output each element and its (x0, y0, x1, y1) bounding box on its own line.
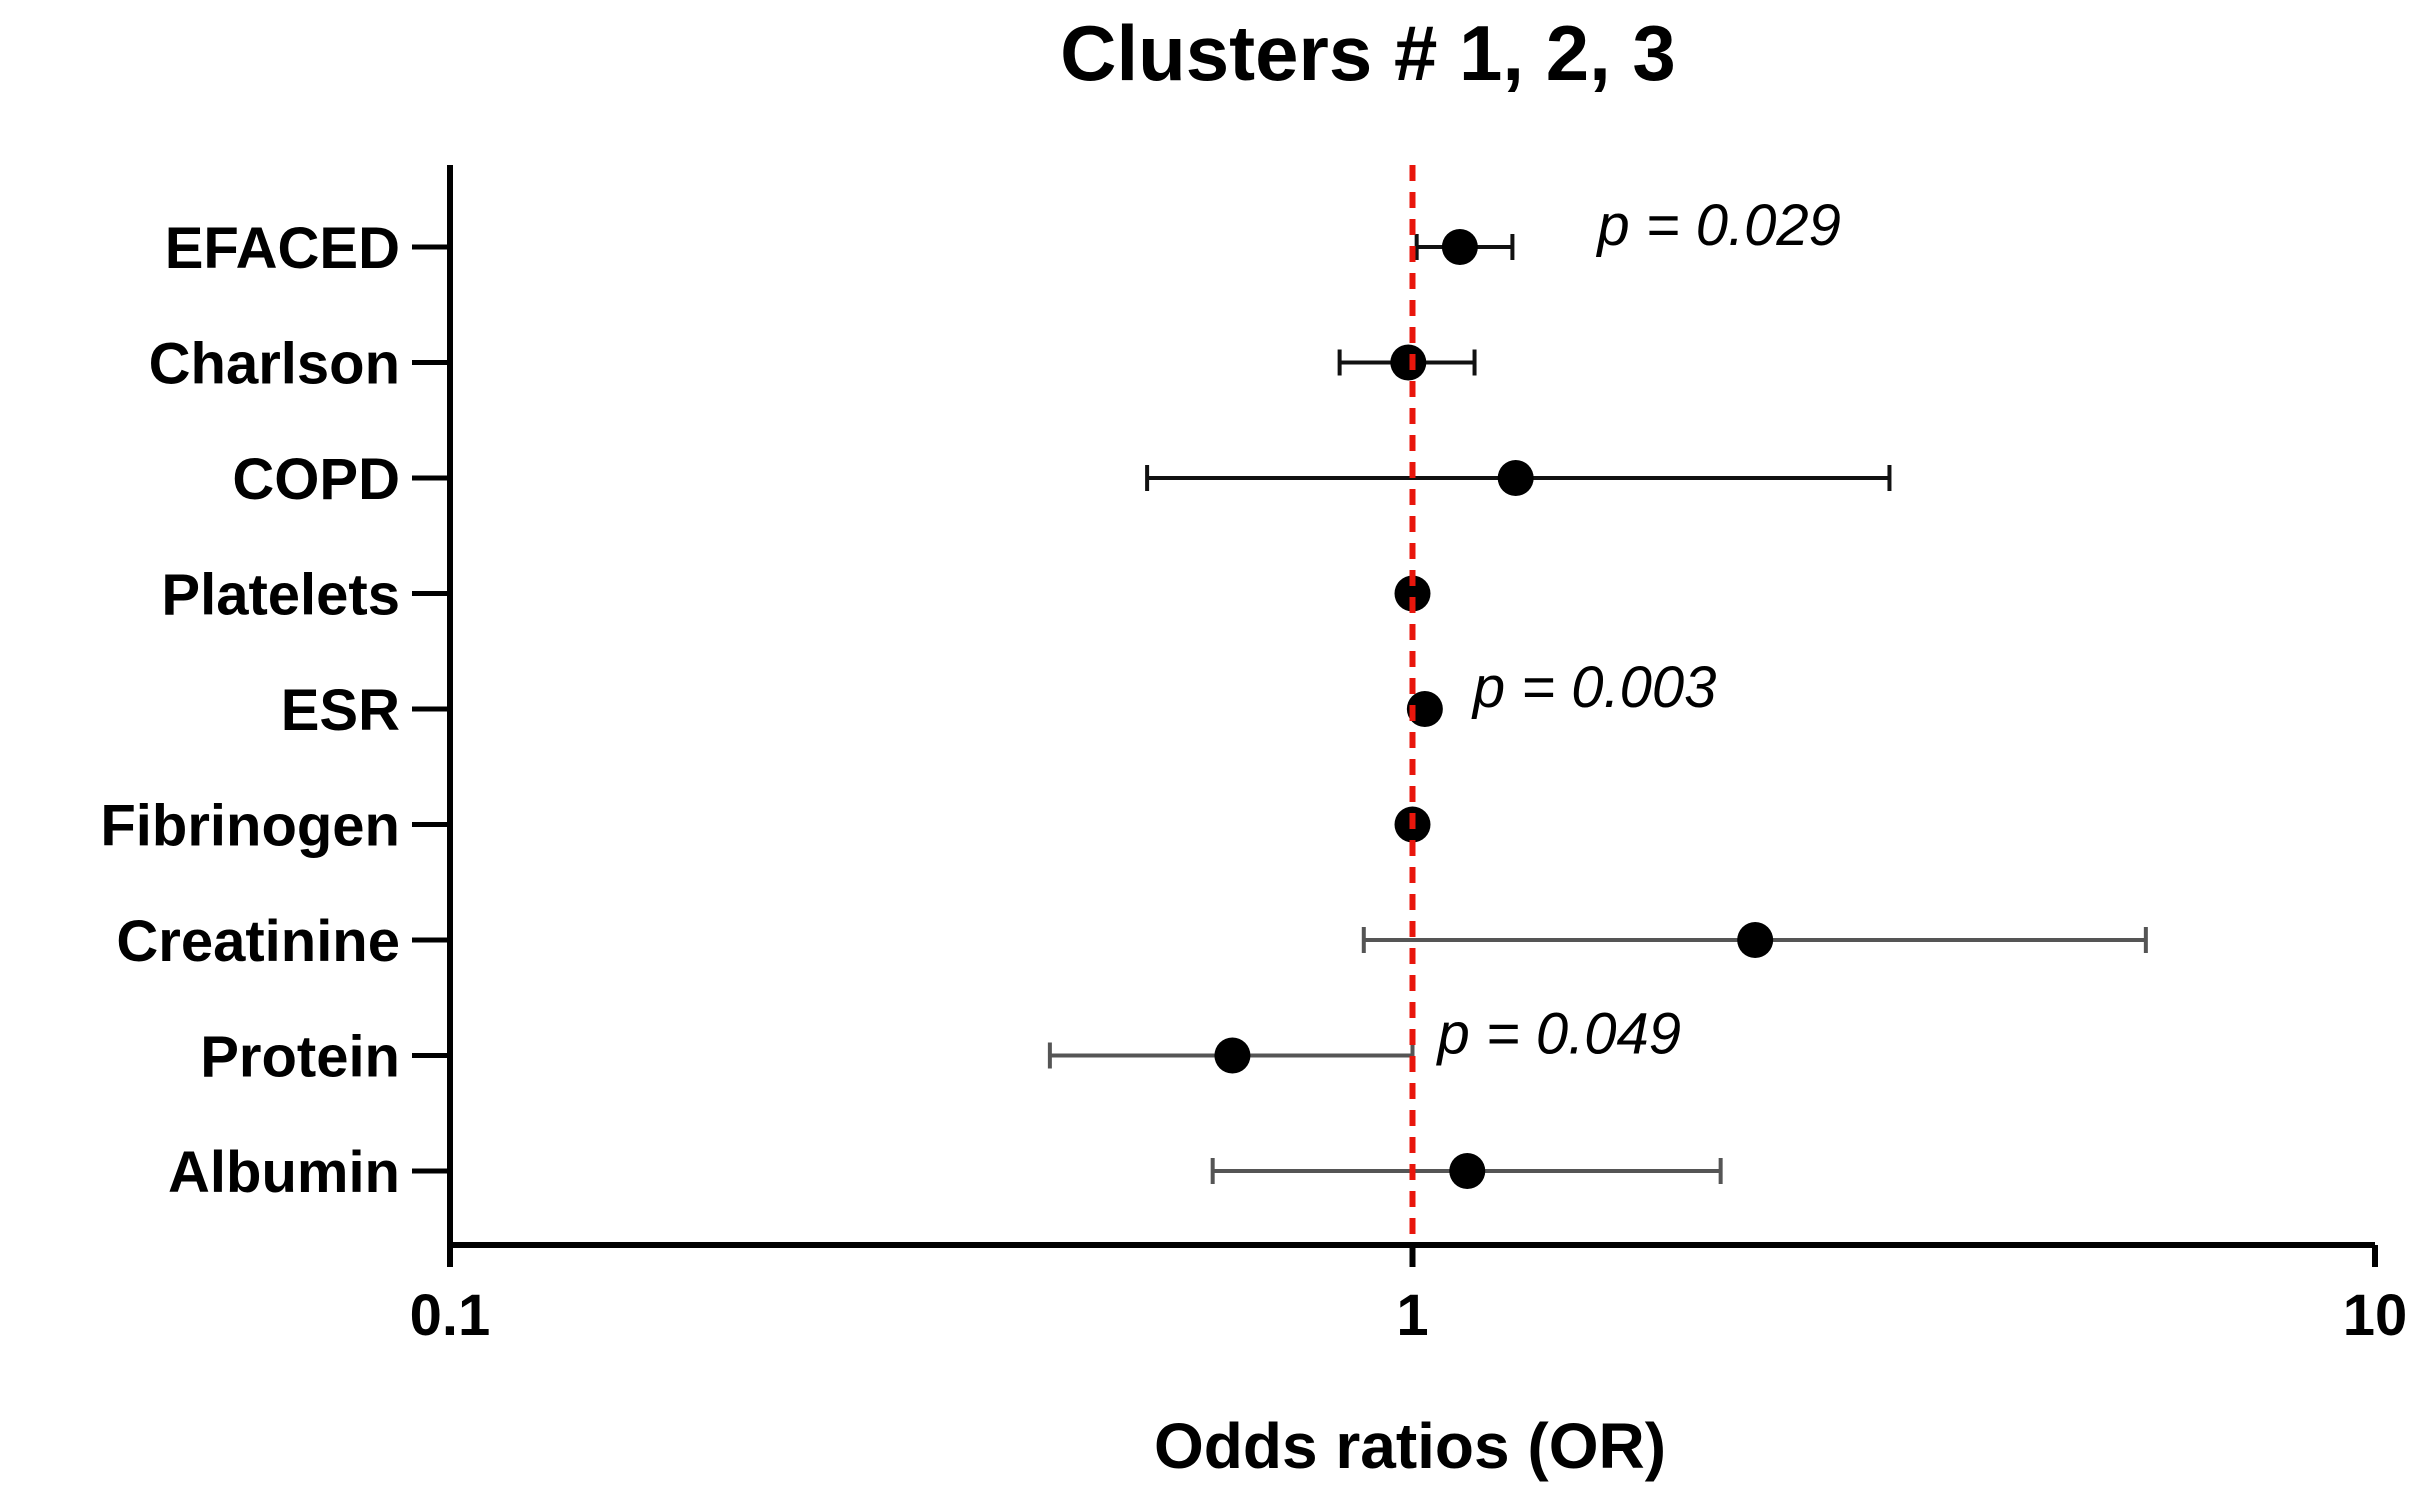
point-efaced (1441, 229, 1478, 265)
category-label-albumin: Albumin (168, 1140, 400, 1205)
plot-area: 0.1 1 10 EFACED Charlson COPD Platelets ESR Fibr… (100, 165, 2407, 1348)
category-label-creatinine: Creatinine (116, 909, 400, 974)
point-esr (1406, 691, 1443, 727)
point-copd (1497, 460, 1534, 496)
category-label-efaced: EFACED (165, 216, 400, 281)
category-label-fibrinogen: Fibrinogen (100, 794, 400, 859)
x-tick-label-0: 0.1 (410, 1283, 491, 1348)
x-tick-label-1: 1 (1396, 1283, 1428, 1348)
p-value-protein: p = 0.049 (1436, 1002, 1682, 1067)
x-tick-label-2: 10 (2343, 1283, 2408, 1348)
category-label-charlson: Charlson (149, 332, 400, 397)
point-charlson (1390, 344, 1427, 381)
p-value-efaced: p = 0.029 (1595, 193, 1841, 258)
point-protein (1214, 1037, 1251, 1074)
point-platelets (1394, 575, 1431, 612)
category-label-copd: COPD (232, 447, 400, 512)
x-axis-label: Odds ratios (OR) (1154, 1410, 1666, 1482)
category-label-platelets: Platelets (161, 563, 400, 628)
category-label-esr: ESR (281, 678, 400, 743)
category-label-protein: Protein (200, 1025, 400, 1090)
point-albumin (1449, 1153, 1486, 1189)
chart-title: Clusters # 1, 2, 3 (1060, 9, 1676, 97)
p-value-esr: p = 0.003 (1471, 655, 1717, 720)
point-creatinine (1737, 922, 1774, 958)
